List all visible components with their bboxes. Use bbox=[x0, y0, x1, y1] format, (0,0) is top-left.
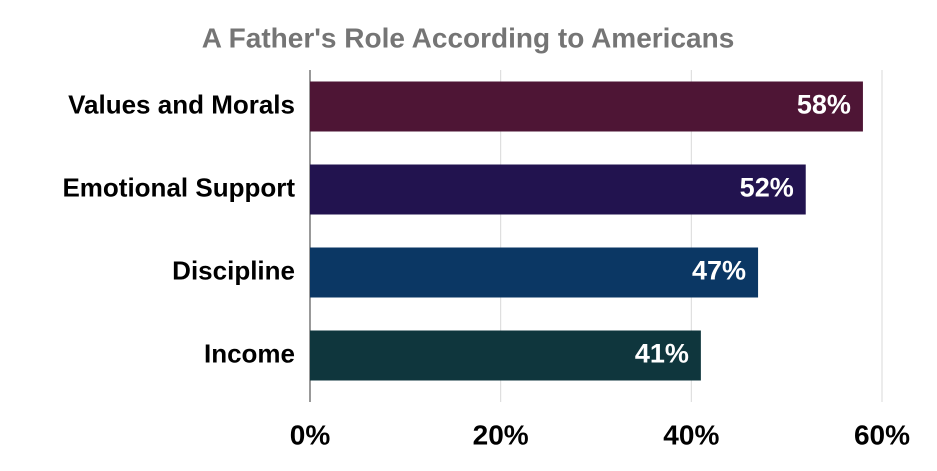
value-label: 52% bbox=[740, 173, 794, 203]
bar bbox=[310, 330, 701, 381]
y-tick-label: Emotional Support bbox=[62, 172, 295, 202]
bar bbox=[310, 247, 759, 298]
chart-title: A Father's Role According to Americans bbox=[202, 22, 735, 53]
bar bbox=[310, 81, 863, 132]
value-label: 41% bbox=[635, 339, 689, 369]
x-tick-label: 0% bbox=[290, 419, 331, 450]
bar bbox=[310, 164, 806, 215]
value-label: 58% bbox=[797, 90, 851, 120]
x-tick-label: 40% bbox=[663, 419, 719, 450]
y-tick-label: Values and Morals bbox=[68, 89, 295, 119]
value-label: 47% bbox=[692, 256, 746, 286]
y-tick-label: Discipline bbox=[172, 255, 295, 285]
x-tick-label: 20% bbox=[473, 419, 529, 450]
x-tick-label: 60% bbox=[854, 419, 910, 450]
y-tick-label: Income bbox=[204, 338, 295, 368]
